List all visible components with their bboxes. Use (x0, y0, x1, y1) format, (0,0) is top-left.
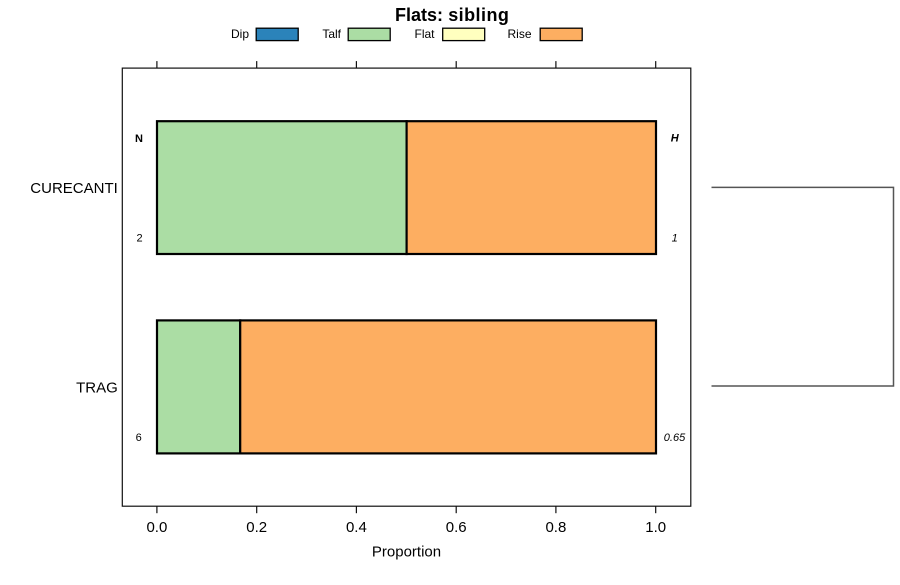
svg-text:0.0: 0.0 (146, 519, 167, 536)
svg-text:Flat: Flat (414, 27, 435, 41)
svg-text:Talf: Talf (322, 27, 341, 41)
svg-text:0.4: 0.4 (346, 519, 367, 536)
svg-text:Proportion: Proportion (372, 544, 441, 561)
svg-text:1: 1 (672, 232, 678, 244)
svg-text:TRAG: TRAG (76, 379, 118, 396)
svg-text:0.6: 0.6 (446, 519, 467, 536)
svg-text:H: H (671, 132, 680, 144)
svg-text:0.65: 0.65 (664, 432, 686, 444)
svg-text:Rise: Rise (507, 27, 531, 41)
svg-text:N: N (135, 133, 143, 145)
svg-text:2: 2 (136, 232, 142, 244)
svg-text:1.0: 1.0 (645, 519, 666, 536)
svg-text:0.8: 0.8 (545, 519, 566, 536)
svg-text:CURECANTI: CURECANTI (30, 180, 118, 197)
svg-text:Dip: Dip (231, 27, 249, 41)
svg-text:6: 6 (136, 432, 142, 444)
svg-text:Flats:sibling: Flats: sibling (395, 5, 509, 25)
svg-text:0.2: 0.2 (246, 519, 267, 536)
